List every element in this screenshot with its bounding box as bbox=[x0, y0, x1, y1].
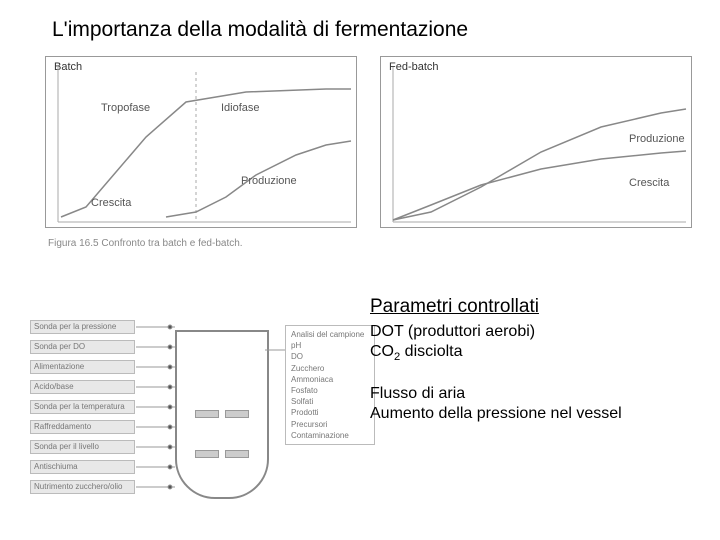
page-title: L'importanza della modalità di fermentaz… bbox=[52, 18, 468, 42]
vessel-body bbox=[175, 330, 269, 499]
label-produzione-right: Produzione bbox=[629, 133, 685, 145]
probe-7: Antischiuma bbox=[30, 460, 135, 474]
chart-fedbatch: Fed-batch Crescita Produzione bbox=[380, 56, 692, 228]
probe-6: Sonda per il livello bbox=[30, 440, 135, 454]
analysis-item-0: pH bbox=[291, 340, 369, 351]
analysis-item-7: Precursori bbox=[291, 419, 369, 430]
probe-0: Sonda per la pressione bbox=[30, 320, 135, 334]
vessel-impeller-4 bbox=[225, 450, 249, 458]
probe-1: Sonda per DO bbox=[30, 340, 135, 354]
probe-5: Raffreddamento bbox=[30, 420, 135, 434]
param-line-2 bbox=[370, 364, 622, 384]
fermenter-schematic: Sonda per la pressione Sonda per DO Alimen… bbox=[30, 310, 360, 520]
parameters-heading: Parametri controllati bbox=[370, 296, 622, 318]
param-line-1: CO2 disciolta bbox=[370, 342, 622, 364]
parameters-block: Parametri controllati DOT (produttori ae… bbox=[370, 296, 622, 424]
figure-caption: Figura 16.5 Confronto tra batch e fed-ba… bbox=[48, 238, 243, 249]
analysis-item-2: Zucchero bbox=[291, 363, 369, 374]
label-crescita-left: Crescita bbox=[91, 197, 131, 209]
label-tropofase: Tropofase bbox=[101, 102, 150, 114]
analysis-item-3: Ammoniaca bbox=[291, 374, 369, 385]
vessel-impeller-2 bbox=[225, 410, 249, 418]
chart-batch: Batch Tropofase Idiofase Crescita Produz… bbox=[45, 56, 357, 228]
label-crescita-right: Crescita bbox=[629, 177, 669, 189]
param-line-4: Aumento della pressione nel vessel bbox=[370, 404, 622, 424]
analysis-item-5: Solfati bbox=[291, 396, 369, 407]
analysis-item-8: Contaminazione bbox=[291, 430, 369, 441]
analysis-box: Analisi del campione pHDOZuccheroAmmonia… bbox=[285, 325, 375, 445]
param-line-0: DOT (produttori aerobi) bbox=[370, 322, 622, 342]
vessel-impeller-3 bbox=[195, 450, 219, 458]
analysis-item-4: Fosfato bbox=[291, 385, 369, 396]
probe-4: Sonda per la temperatura bbox=[30, 400, 135, 414]
param-line-3: Flusso di aria bbox=[370, 384, 622, 404]
analysis-item-6: Prodotti bbox=[291, 407, 369, 418]
probe-3: Acido/base bbox=[30, 380, 135, 394]
label-produzione-left: Produzione bbox=[241, 175, 297, 187]
probe-2: Alimentazione bbox=[30, 360, 135, 374]
probe-8: Nutrimento zucchero/olio bbox=[30, 480, 135, 494]
label-idiofase: Idiofase bbox=[221, 102, 260, 114]
analysis-header: Analisi del campione bbox=[291, 329, 369, 340]
vessel-impeller-1 bbox=[195, 410, 219, 418]
analysis-item-1: DO bbox=[291, 351, 369, 362]
